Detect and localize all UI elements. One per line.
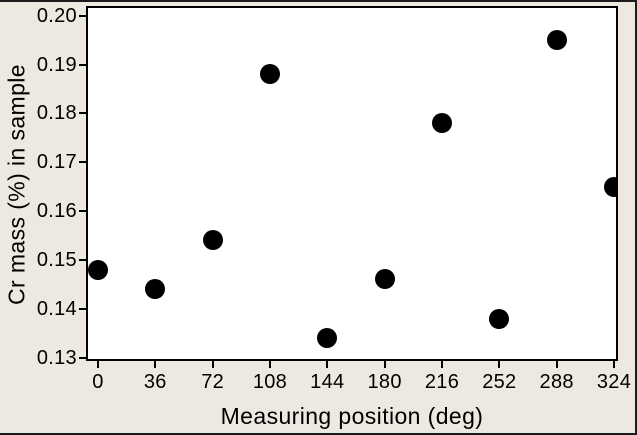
y-tick-mark <box>79 14 86 17</box>
data-point <box>431 113 452 134</box>
x-tick-mark <box>268 361 271 368</box>
x-tick-label: 324 <box>596 371 632 393</box>
x-tick-label: 216 <box>424 371 460 393</box>
x-tick-label: 72 <box>201 371 225 393</box>
x-tick-mark <box>326 361 329 368</box>
y-tick-label: 0.19 <box>36 53 77 76</box>
x-tick-label: 144 <box>310 371 345 393</box>
y-axis-title: Cr mass (%) in sample <box>3 64 30 305</box>
x-tick-label: 0 <box>92 371 104 393</box>
y-tick-mark <box>79 63 86 66</box>
y-tick-label: 0.18 <box>36 102 77 125</box>
x-axis-title: Measuring position (deg) <box>220 403 484 429</box>
y-tick-mark <box>79 307 86 310</box>
x-tick-mark <box>440 361 443 368</box>
data-point <box>202 230 223 251</box>
data-point <box>374 269 395 290</box>
x-tick-mark <box>555 361 558 368</box>
x-tick-mark <box>96 361 99 368</box>
y-tick-label: 0.13 <box>36 346 77 369</box>
x-tick-mark <box>211 361 214 368</box>
y-tick-mark <box>79 161 86 164</box>
y-tick-mark <box>79 258 86 261</box>
y-tick-mark <box>79 112 86 115</box>
x-tick-mark <box>613 361 616 368</box>
x-tick-mark <box>154 361 157 368</box>
x-tick-mark <box>498 361 501 368</box>
y-tick-mark <box>79 356 86 359</box>
x-tick-label: 180 <box>367 371 402 393</box>
y-tick-mark <box>79 210 86 213</box>
data-point <box>145 279 166 300</box>
y-tick-label: 0.16 <box>36 200 77 223</box>
x-tick-label: 108 <box>252 371 288 393</box>
y-tick-label: 0.17 <box>36 151 77 174</box>
y-tick-label: 0.14 <box>36 297 77 320</box>
data-point <box>87 259 108 280</box>
x-tick-label: 252 <box>482 371 517 393</box>
data-point <box>259 64 280 85</box>
x-tick-mark <box>383 361 386 368</box>
data-point <box>489 308 510 329</box>
y-tick-label: 0.20 <box>36 4 77 27</box>
x-tick-label: 288 <box>539 371 574 393</box>
data-point <box>317 328 338 349</box>
data-point <box>546 30 567 51</box>
y-tick-label: 0.15 <box>36 248 77 271</box>
plot-area <box>86 6 618 361</box>
data-point <box>604 176 618 197</box>
x-tick-label: 36 <box>143 371 167 393</box>
